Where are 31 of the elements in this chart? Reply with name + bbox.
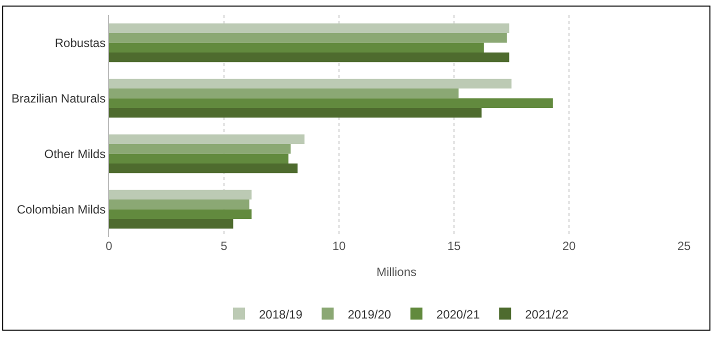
legend-label: 2021/22 (525, 307, 569, 322)
legend-label: 2018/19 (259, 307, 303, 322)
legend-label: 2020/21 (436, 307, 480, 322)
x-tick-label: 5 (220, 239, 228, 253)
bar (109, 190, 252, 200)
bar (109, 163, 298, 174)
bar (109, 134, 304, 144)
legend-label: 2019/20 (348, 307, 392, 322)
y-tick-label: Other Milds (44, 146, 106, 161)
bar (109, 42, 484, 52)
bar (109, 209, 252, 219)
bar (109, 218, 234, 229)
bar (109, 78, 512, 89)
y-tick-label: Robustas (54, 36, 106, 50)
x-tick-label: 0 (106, 239, 113, 253)
bar (109, 23, 510, 34)
bar (109, 154, 288, 164)
x-tick-label: 10 (332, 239, 346, 253)
bar (109, 108, 482, 118)
x-tick-label: 20 (562, 239, 576, 253)
x-axis-title: Millions (376, 264, 417, 279)
y-tick-label: Colombian Milds (16, 202, 106, 216)
y-tick-label: Brazilian Naturals (12, 91, 106, 106)
bar (109, 88, 459, 98)
bar (109, 98, 553, 108)
bar (109, 33, 507, 43)
bar (109, 144, 291, 154)
bar (109, 52, 510, 62)
bar (109, 200, 250, 210)
x-tick-label: 15 (447, 239, 461, 253)
x-tick-label: 25 (677, 239, 691, 253)
